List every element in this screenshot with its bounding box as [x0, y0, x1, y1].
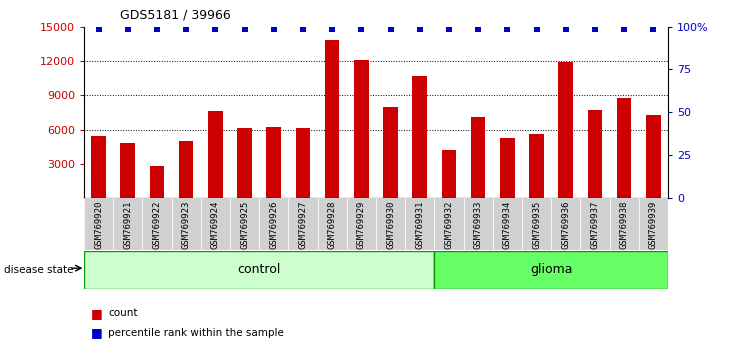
Text: GSM769934: GSM769934: [503, 201, 512, 249]
Point: [385, 26, 396, 32]
Text: GSM769935: GSM769935: [532, 201, 541, 249]
Text: GSM769923: GSM769923: [182, 201, 191, 249]
Bar: [266, 127, 281, 198]
Bar: [383, 107, 398, 198]
Bar: [354, 60, 369, 198]
Bar: [142, 198, 172, 250]
Bar: [325, 40, 339, 198]
Bar: [259, 198, 288, 250]
Point: [414, 26, 426, 32]
Point: [648, 26, 659, 32]
Point: [472, 26, 484, 32]
Point: [151, 26, 163, 32]
Bar: [558, 62, 573, 198]
Text: GSM769920: GSM769920: [94, 201, 103, 249]
Text: GSM769933: GSM769933: [474, 201, 483, 249]
Bar: [120, 143, 135, 198]
Point: [180, 26, 192, 32]
Bar: [646, 115, 661, 198]
Bar: [442, 150, 456, 198]
Point: [268, 26, 280, 32]
Bar: [347, 198, 376, 250]
Point: [93, 26, 104, 32]
Bar: [464, 198, 493, 250]
Text: GSM769926: GSM769926: [269, 201, 278, 249]
Point: [122, 26, 134, 32]
Bar: [230, 198, 259, 250]
Point: [356, 26, 367, 32]
Bar: [150, 166, 164, 198]
Text: GSM769938: GSM769938: [620, 201, 629, 249]
Text: count: count: [108, 308, 137, 318]
Text: GSM769925: GSM769925: [240, 201, 249, 249]
Text: GSM769921: GSM769921: [123, 201, 132, 249]
Text: GSM769928: GSM769928: [328, 201, 337, 249]
Bar: [84, 198, 113, 250]
Bar: [471, 117, 485, 198]
Text: percentile rank within the sample: percentile rank within the sample: [108, 328, 284, 338]
Bar: [588, 110, 602, 198]
Text: control: control: [237, 263, 281, 276]
Bar: [288, 198, 318, 250]
Point: [589, 26, 601, 32]
Bar: [434, 198, 464, 250]
Bar: [580, 198, 610, 250]
Text: GSM769936: GSM769936: [561, 201, 570, 249]
Bar: [113, 198, 142, 250]
Bar: [318, 198, 347, 250]
Bar: [610, 198, 639, 250]
Bar: [237, 129, 252, 198]
Point: [618, 26, 630, 32]
Bar: [500, 138, 515, 198]
Bar: [172, 198, 201, 250]
Text: glioma: glioma: [530, 263, 572, 276]
Text: GSM769924: GSM769924: [211, 201, 220, 249]
Text: GSM769929: GSM769929: [357, 201, 366, 249]
Bar: [529, 134, 544, 198]
Text: GSM769931: GSM769931: [415, 201, 424, 249]
Text: ■: ■: [91, 307, 103, 320]
Point: [560, 26, 572, 32]
Point: [326, 26, 338, 32]
Text: ■: ■: [91, 326, 103, 339]
Bar: [208, 111, 223, 198]
Point: [443, 26, 455, 32]
Bar: [405, 198, 434, 250]
Bar: [91, 136, 106, 198]
Text: GSM769922: GSM769922: [153, 201, 161, 249]
Text: GSM769932: GSM769932: [445, 201, 453, 249]
Bar: [201, 198, 230, 250]
Point: [239, 26, 250, 32]
Text: GSM769927: GSM769927: [299, 201, 307, 249]
Bar: [639, 198, 668, 250]
Point: [210, 26, 221, 32]
Text: GDS5181 / 39966: GDS5181 / 39966: [120, 9, 231, 22]
Point: [531, 26, 542, 32]
Text: disease state: disease state: [4, 265, 73, 275]
Text: GSM769937: GSM769937: [591, 201, 599, 249]
Text: GSM769939: GSM769939: [649, 201, 658, 249]
Point: [502, 26, 513, 32]
Bar: [376, 198, 405, 250]
Bar: [551, 198, 580, 250]
Bar: [493, 198, 522, 250]
Bar: [296, 129, 310, 198]
Text: GSM769930: GSM769930: [386, 201, 395, 249]
Bar: [522, 198, 551, 250]
Bar: [179, 141, 193, 198]
Bar: [617, 97, 631, 198]
Point: [297, 26, 309, 32]
Bar: [412, 76, 427, 198]
Bar: [84, 251, 434, 289]
Bar: [434, 251, 668, 289]
